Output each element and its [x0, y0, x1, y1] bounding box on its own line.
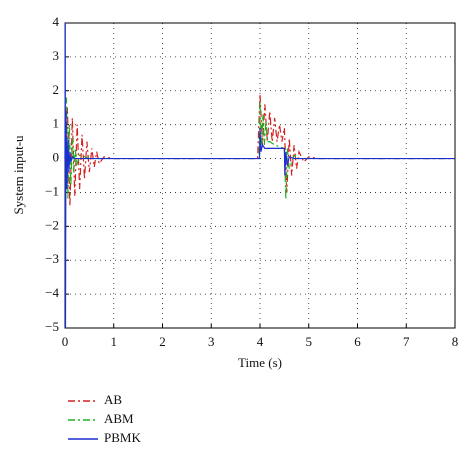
y-tick-label: −4: [45, 285, 59, 300]
x-axis-label: Time (s): [238, 355, 282, 370]
y-tick-label: −2: [45, 217, 59, 232]
y-tick-label: 4: [53, 14, 60, 29]
legend-label: ABM: [104, 411, 134, 426]
legend-label: PBMK: [104, 430, 141, 445]
series-line: [64, 22, 455, 329]
x-tick-label: 2: [159, 334, 166, 349]
x-tick-label: 6: [354, 334, 361, 349]
x-tick-label: 7: [403, 334, 410, 349]
x-tick-label: 5: [306, 334, 313, 349]
y-tick-label: 0: [53, 150, 60, 165]
x-tick-label: 4: [257, 334, 264, 349]
legend-label: AB: [104, 392, 122, 407]
y-tick-label: −1: [45, 183, 59, 198]
x-tick-label: 0: [62, 334, 69, 349]
y-tick-label: −5: [45, 319, 59, 334]
x-tick-label: 1: [111, 334, 118, 349]
x-tick-label: 3: [208, 334, 215, 349]
y-tick-label: −3: [45, 251, 59, 266]
y-tick-label: 2: [53, 82, 60, 97]
x-tick-label: 8: [452, 334, 459, 349]
y-axis-label: System input-u: [11, 135, 26, 215]
y-tick-label: 1: [53, 116, 60, 131]
y-tick-label: 3: [53, 48, 60, 63]
